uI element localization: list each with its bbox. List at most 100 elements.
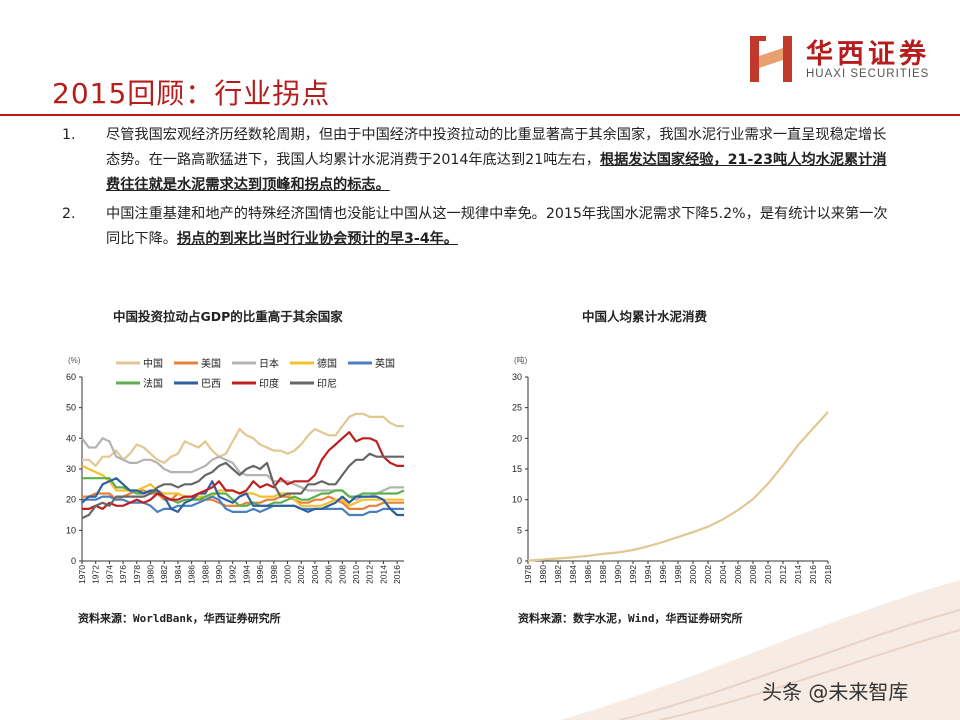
legend-label: 法国 [143,377,163,390]
x-tick-label: 2010 [763,565,773,584]
series-line-9 [81,452,404,520]
x-tick-label: 1988 [598,565,608,584]
series-line-8 [82,431,404,510]
x-tick-label: 2008 [337,565,347,584]
legend-label: 美国 [201,357,221,370]
legend-label: 中国 [143,357,163,370]
legend-label: 英国 [375,357,395,370]
bullet-number: 2. [62,206,76,222]
y-tick-label: 20 [66,495,76,505]
bullet-list: 1. 尽管我国宏观经济历经数轮周期，但由于中国经济中投资拉动的比重显著高于其余国… [62,123,892,252]
x-tick-label: 2004 [310,565,320,584]
x-tick-label: 2016 [808,565,818,584]
legend-label: 德国 [317,357,337,370]
x-tick-label: 2006 [324,565,334,584]
x-tick-label: 1986 [583,565,593,584]
x-tick-label: 2002 [296,565,306,584]
y-tick-label: 5 [517,525,522,535]
x-tick-label: 1974 [104,565,114,584]
y-tick-label: 15 [512,464,522,474]
x-tick-label: 1978 [523,565,533,584]
chart-title-cement: 中国人均累计水泥消费 [582,309,708,324]
series-line-1 [82,412,404,468]
series-line-5 [82,495,404,517]
x-tick-label: 1992 [228,565,238,584]
y-tick-label: 30 [66,464,76,474]
x-tick-label: 1998 [269,565,279,584]
y-tick-label: 20 [512,433,522,443]
y-tick-label: 50 [66,403,76,413]
x-tick-label: 2006 [733,565,743,584]
logo-english-name: HUAXI SECURITIES [806,68,930,80]
x-tick-label: 1994 [241,565,251,584]
y-tick-label: 10 [66,525,76,535]
x-tick-label: 2000 [283,565,293,584]
page-title: 2015回顾：行业拐点 [52,77,331,110]
bullet-emphasis: 根据发达国家经验，21-23吨人均水泥累计消费往往就是水泥需求达到顶峰和拐点的标… [106,152,887,193]
x-tick-label: 2000 [688,565,698,584]
bullet-item-1: 1. 尽管我国宏观经济历经数轮周期，但由于中国经济中投资拉动的比重显著高于其余国… [62,123,892,198]
x-tick-label: 1994 [643,565,653,584]
title-divider [0,114,960,116]
y-tick-label: 0 [71,556,76,566]
series-line-1 [527,411,829,562]
legend-label: 印度 [259,377,279,390]
bullet-number: 1. [62,127,76,143]
x-tick-label: 2014 [793,565,803,584]
x-tick-label: 1992 [628,565,638,584]
x-tick-label: 1986 [187,565,197,584]
x-tick-label: 2018 [823,565,833,584]
x-tick-label: 2016 [392,565,402,584]
y-tick-label: 0 [517,556,522,566]
cement-consumption-chart: (吨) 0 5 10 15 20 25 30 1978 1980 1982 1984 1986 1988 1… [512,355,833,584]
watermark-text: 头条 @未来智库 [762,680,909,704]
x-tick-label: 1970 [77,565,87,584]
x-tick-label: 1990 [214,565,224,584]
x-tick-label: 1980 [538,565,548,584]
y-unit-label: (吨) [514,355,528,365]
x-tick-label: 2008 [748,565,758,584]
company-logo: 华西证券 HUAXI SECURITIES [748,30,938,86]
x-tick-label: 1984 [173,565,183,584]
x-tick-label: 1990 [613,565,623,584]
x-tick-label: 1982 [553,565,563,584]
y-tick-label: 60 [66,372,76,382]
x-tick-label: 1996 [255,565,265,584]
decorative-wave [560,580,960,720]
investment-gdp-chart: (%) 0 10 20 30 40 50 60 1970 1972 1974 1976 1978 1980… [66,356,405,584]
x-tick-label: 2012 [778,565,788,584]
legend-label: 巴西 [201,378,221,390]
x-tick-label: 1998 [673,565,683,584]
bullet-text: 尽管我国宏观经济历经数轮周期，但由于中国经济中投资拉动的比重显著高于其余国家，我… [106,127,887,168]
x-tick-label: 1984 [568,565,578,584]
series-line-7 [81,477,404,517]
x-tick-label: 1996 [658,565,668,584]
bullet-emphasis: 拐点的到来比当时行业协会预计的早3-4年。 [176,231,458,247]
x-tick-label: 2004 [718,565,728,584]
chart-source-cement: 资料来源：数字水泥，Wind，华西证券研究所 [518,612,743,625]
x-tick-label: 2002 [703,565,713,584]
legend-label: 日本 [259,357,279,370]
x-tick-label: 1982 [159,565,169,584]
x-tick-label: 1976 [118,565,128,584]
x-tick-label: 1972 [91,565,101,584]
legend-label: 印尼 [317,378,337,390]
chart-title-investment: 中国投资拉动占GDP的比重高于其余国家 [113,309,343,324]
y-unit-label: (%) [68,356,81,365]
y-tick-label: 25 [512,403,522,413]
x-tick-label: 1988 [200,565,210,584]
y-tick-label: 30 [512,372,522,382]
x-tick-label: 1978 [132,565,142,584]
y-tick-label: 10 [512,495,522,505]
series-line-6 [82,477,405,507]
x-tick-label: 1980 [146,565,156,584]
chart-source-investment: 资料来源：WorldBank，华西证券研究所 [78,612,281,625]
bullet-item-2: 2. 中国注重基建和地产的特殊经济国情也没能让中国从这一规律中幸免。2015年我… [62,202,892,252]
x-tick-label: 2014 [378,565,388,584]
y-tick-label: 40 [66,433,76,443]
logo-chinese-name: 华西证券 [806,39,930,70]
x-tick-label: 2010 [351,565,361,584]
bullet-text: 中国注重基建和地产的特殊经济国情也没能让中国从这一规律中幸免。2015年我国水泥… [106,206,888,247]
huaxi-logo-icon [750,36,792,82]
x-tick-label: 2012 [365,565,375,584]
